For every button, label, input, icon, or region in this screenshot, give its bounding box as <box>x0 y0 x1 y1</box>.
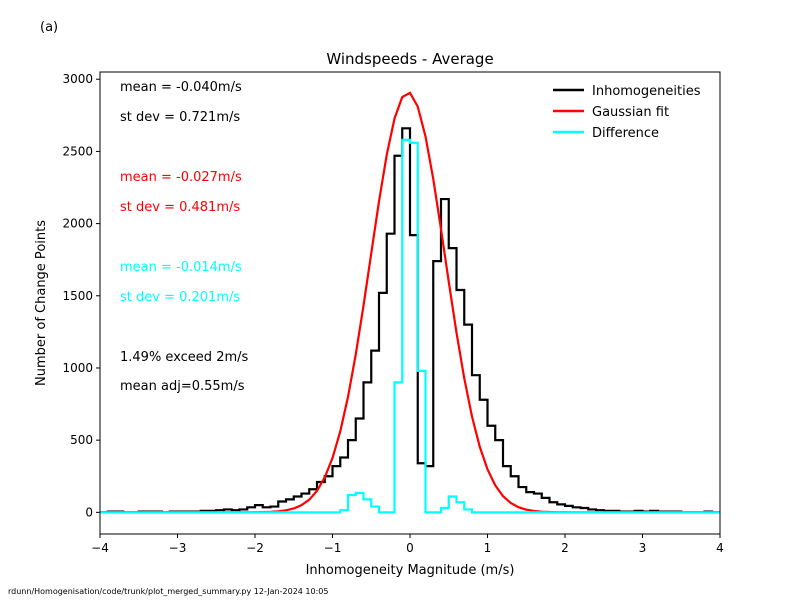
x-tick-label: −4 <box>91 541 109 555</box>
y-axis-label: Number of Change Points <box>34 220 49 386</box>
y-tick-label: 2500 <box>62 144 93 158</box>
series-layer <box>100 91 720 514</box>
x-axis-label: Inhomogeneity Magnitude (m/s) <box>306 563 515 578</box>
x-tick-label: −1 <box>324 541 342 555</box>
x-tick-label: 2 <box>561 541 569 555</box>
footer-text: rdunn/Homogenisation/code/trunk/plot_mer… <box>8 587 328 596</box>
x-tick-label: 1 <box>484 541 492 555</box>
x-axis-ticks: −4 −3 −2 −1 0 1 2 3 4 <box>91 534 724 555</box>
stats-annotations: mean = -0.040m/s st dev = 0.721m/s mean = … <box>120 80 249 394</box>
y-tick-label: 3000 <box>62 72 93 86</box>
stats-annotation: mean = -0.027m/s <box>120 170 242 185</box>
x-tick-label: −2 <box>246 541 264 555</box>
x-tick-label: 4 <box>716 541 724 555</box>
x-tick-label: −3 <box>169 541 187 555</box>
legend-label: Inhomogeneities <box>592 84 701 99</box>
stats-annotation: st dev = 0.721m/s <box>120 110 240 125</box>
legend: Inhomogeneities Gaussian fit Difference <box>553 84 701 141</box>
plot-area: −4 −3 −2 −1 0 1 2 3 4 0 500 1000 1500 2000 2500 3000 <box>62 71 724 555</box>
x-tick-label: 3 <box>639 541 647 555</box>
y-tick-label: 0 <box>85 505 93 519</box>
panel-label: (a) <box>40 20 58 35</box>
y-axis-ticks: 0 500 1000 1500 2000 2500 3000 <box>62 72 100 519</box>
stats-annotation: st dev = 0.481m/s <box>120 200 240 215</box>
stats-annotation: 1.49% exceed 2m/s <box>120 350 249 365</box>
stats-annotation: mean = -0.040m/s <box>120 80 242 95</box>
stats-annotation: st dev = 0.201m/s <box>120 290 240 305</box>
difference-step-line <box>100 138 720 514</box>
y-tick-label: 500 <box>70 433 93 447</box>
stats-annotation: mean = -0.014m/s <box>120 260 242 275</box>
legend-label: Gaussian fit <box>592 105 669 120</box>
legend-label: Difference <box>592 126 659 141</box>
y-tick-label: 2000 <box>62 217 93 231</box>
y-tick-label: 1000 <box>62 361 93 375</box>
inhomogeneities-step-line <box>100 127 720 514</box>
chart-title: Windspeeds - Average <box>326 50 493 68</box>
y-tick-label: 1500 <box>62 289 93 303</box>
x-tick-label: 0 <box>406 541 414 555</box>
stats-annotation: mean adj=0.55m/s <box>120 379 245 394</box>
